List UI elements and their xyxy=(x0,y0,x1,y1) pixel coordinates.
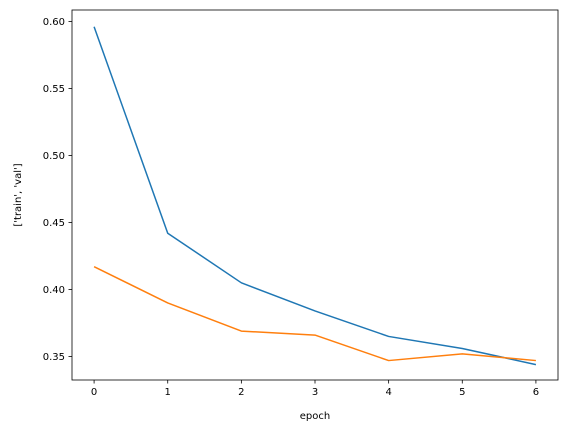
x-tick-label: 0 xyxy=(91,387,97,398)
y-tick-label: 0.45 xyxy=(43,218,65,229)
series-line-0 xyxy=(93,26,537,366)
y-axis-ticks: 0.35 0.40 0.45 0.50 0.55 0.60 xyxy=(43,17,72,363)
x-axis-ticks: 0 1 2 3 4 5 6 xyxy=(91,380,539,398)
y-tick-label: 0.55 xyxy=(43,84,65,95)
x-tick-label: 6 xyxy=(533,387,539,398)
x-tick-label: 4 xyxy=(385,387,391,398)
y-axis-label: ['train', 'val'] xyxy=(13,163,24,226)
y-tick-label: 0.40 xyxy=(43,285,65,296)
y-tick-label: 0.50 xyxy=(43,151,65,162)
y-tick-label: 0.35 xyxy=(43,352,65,363)
x-tick-label: 3 xyxy=(312,387,318,398)
x-tick-label: 5 xyxy=(459,387,465,398)
x-axis-label: epoch xyxy=(300,411,330,422)
x-tick-label: 1 xyxy=(165,387,171,398)
x-tick-label: 2 xyxy=(238,387,244,398)
y-tick-label: 0.60 xyxy=(43,17,65,28)
series-layer xyxy=(93,26,537,366)
series-line-1 xyxy=(93,266,536,362)
